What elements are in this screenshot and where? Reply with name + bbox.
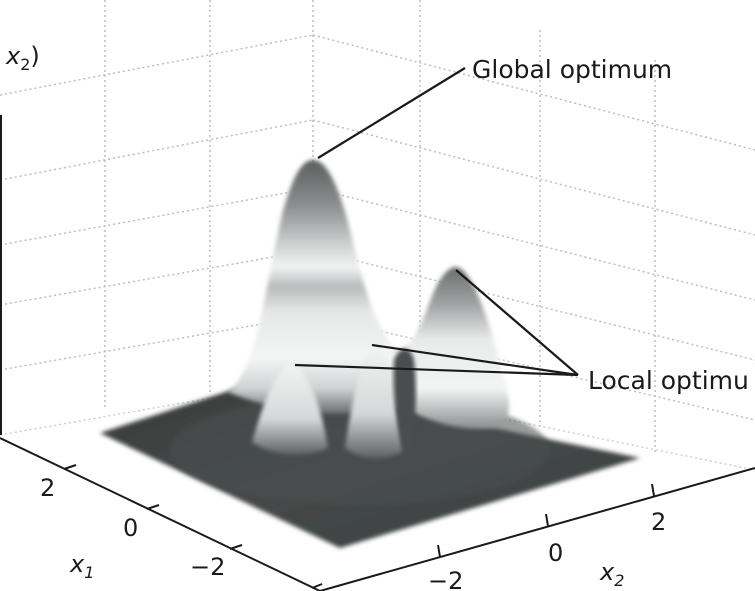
x2-ticks	[437, 483, 655, 558]
grid-right-wall	[312, 0, 755, 455]
x2-axis-line	[319, 467, 755, 591]
x1-axis-label: x1	[69, 550, 94, 582]
x1-tick-label-0: 0	[123, 514, 138, 542]
x1-tick-label-2: 2	[40, 474, 55, 502]
x2-tick-label-0: 0	[548, 539, 563, 567]
x2-axis-label: x2	[599, 558, 624, 590]
global-optimum-label: Global optimum	[472, 55, 672, 84]
x2-tick-label-2: 2	[651, 508, 666, 536]
x1-axis-line	[0, 437, 321, 591]
valley	[393, 348, 416, 452]
annotation-lines	[294, 67, 579, 377]
local-peak-right	[395, 267, 510, 429]
z-axis-title: x2)	[5, 42, 40, 74]
small-peak-left	[252, 364, 328, 455]
x1-ticks	[63, 464, 323, 589]
x1-tick-label-neg2: −2	[190, 553, 225, 581]
x2-tick-label-neg2: −2	[428, 567, 463, 591]
local-optimum-label: Local optimu	[588, 366, 749, 395]
small-peak-middle	[345, 345, 402, 459]
